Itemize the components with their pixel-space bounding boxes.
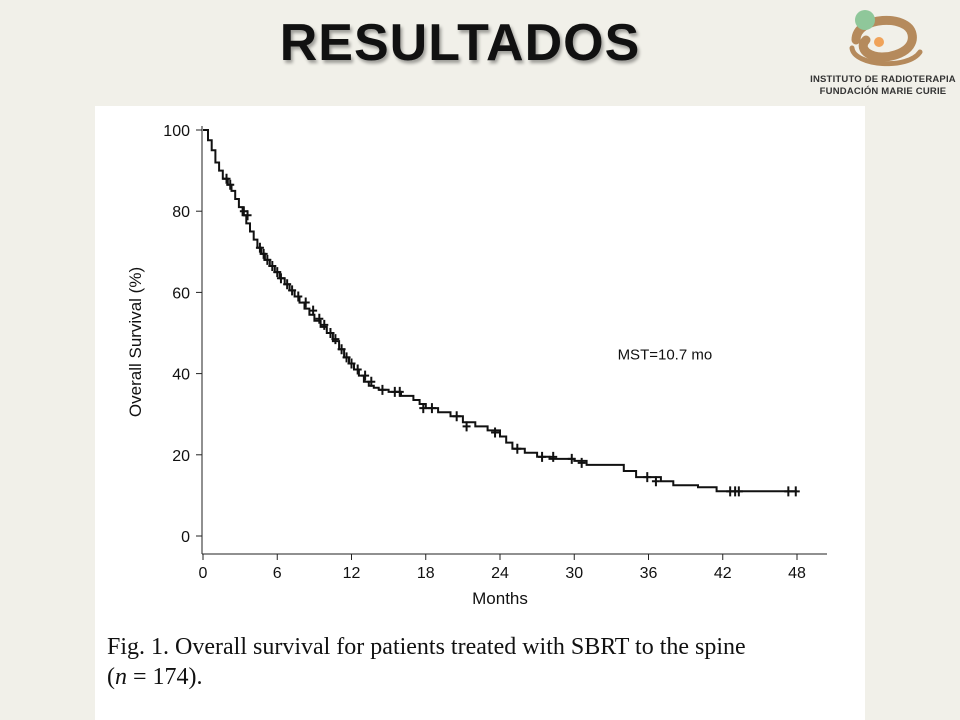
x-tick-label: 30 [565,565,583,582]
censor-mark [549,451,558,462]
censor-mark [784,486,793,497]
y-tick-label: 20 [172,448,190,465]
censor-mark [513,443,522,454]
survival-curve [203,129,797,493]
x-tick-label: 42 [714,565,732,582]
figure-panel: 0 20 40 60 80 100 0 6 12 18 24 30 36 42 48 Overall Sur… [95,106,865,720]
x-tick-label: 6 [273,565,282,582]
censor-mark [347,358,356,369]
y-tick-label: 40 [172,367,190,384]
censor-mark [263,254,272,265]
censor-mark [337,344,346,355]
censor-mark [294,291,303,302]
y-tick-label: 80 [172,204,190,221]
censor-mark [367,376,376,387]
y-axis-label: Overall Survival (%) [126,267,145,417]
censor-mark [395,386,404,397]
censor-mark [255,242,264,253]
censor-mark [462,421,471,432]
censor-mark [353,364,362,375]
censor-mark [378,384,387,395]
chart-annotation: MST=10.7 mo [618,346,713,363]
logo-line-1: INSTITUTO DE RADIOTERAPIA [810,74,956,85]
censor-mark [276,273,285,284]
censor-mark [283,279,292,290]
censor-mark [361,370,370,381]
censor-mark [222,173,231,184]
caption-text: Fig. 1. Overall survival for patients tr… [107,634,746,660]
censor-mark [491,427,500,438]
censor-mark [226,179,235,190]
censor-mark [577,457,586,468]
x-tick-label: 12 [343,565,361,582]
censor-mark [259,248,268,259]
censor-mark [651,476,660,487]
censor-mark [643,472,652,483]
x-tick-label: 24 [491,565,509,582]
x-axis-label: Months [472,589,528,608]
x-tick-label: 36 [640,565,658,582]
censor-mark [301,297,310,308]
censor-mark [452,411,461,422]
censor-mark [326,328,335,338]
censor-mark [791,486,800,497]
figure-caption: Fig. 1. Overall survival for patients tr… [107,632,857,692]
logo-line-2: FUNDACIÓN MARIE CURIE [819,86,947,97]
censor-mark [567,453,576,464]
x-tick-label: 18 [417,565,435,582]
y-tick-label: 0 [181,529,190,546]
censor-mark [273,267,282,278]
censor-mark [342,352,351,363]
x-tick-label: 48 [788,565,806,582]
y-tick-label: 100 [163,123,190,140]
y-tick-label: 60 [172,285,190,302]
censor-mark [419,403,428,414]
caption-n-value: = 174). [127,664,203,690]
censor-mark [309,305,318,316]
censor-mark [288,285,297,296]
censor-mark [243,210,252,221]
survival-chart: 0 20 40 60 80 100 0 6 12 18 24 30 36 42 48 Overall Sur… [126,123,827,608]
censor-mark [268,261,277,272]
x-tick-label: 0 [199,565,208,582]
censor-mark [734,486,743,497]
censor-mark [538,451,547,462]
caption-n-open: ( [107,664,115,690]
censor-mark [315,313,324,324]
censor-mark [331,334,340,345]
caption-n-variable: n [115,664,127,690]
censor-mark [427,403,436,414]
institute-logo: INSTITUTO DE RADIOTERAPIA FUNDACIÓN MARI… [808,4,958,104]
slide-title: RESULTADOS [279,14,641,72]
logo-emblem-icon [849,10,923,67]
censor-mark [320,319,329,330]
